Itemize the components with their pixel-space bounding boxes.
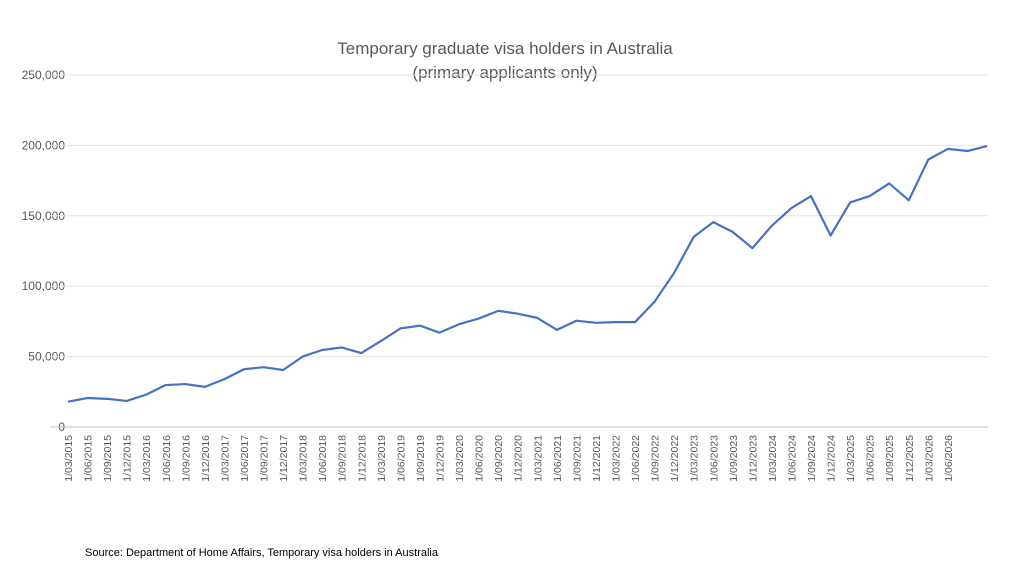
chart-title: (primary applicants only)	[412, 63, 597, 82]
y-tick-label: 150,000	[22, 209, 66, 223]
x-tick-label: 1/12/2019	[435, 435, 447, 482]
x-tick-label: 1/12/2023	[747, 435, 759, 482]
x-tick-label: 1/12/2025	[904, 435, 916, 482]
x-tick-label: 1/06/2024	[786, 435, 798, 482]
y-tick-label: 50,000	[28, 350, 65, 364]
chart-title: Temporary graduate visa holders in Austr…	[337, 39, 673, 58]
x-tick-label: 1/06/2020	[474, 435, 486, 482]
y-tick-label: 250,000	[22, 68, 66, 82]
x-tick-label: 1/03/2015	[63, 435, 75, 482]
x-tick-label: 1/03/2023	[689, 435, 701, 482]
x-tick-label: 1/12/2020	[513, 435, 525, 482]
x-tick-label: 1/03/2025	[845, 435, 857, 482]
x-tick-label: 1/03/2020	[454, 435, 466, 482]
x-tick-label: 1/03/2021	[532, 435, 544, 482]
x-tick-label: 1/03/2019	[376, 435, 388, 482]
x-tick-label: 1/06/2022	[630, 435, 642, 482]
data-line	[67, 145, 988, 403]
x-tick-label: 1/03/2024	[767, 435, 779, 482]
x-tick-label: 1/09/2023	[728, 435, 740, 482]
x-tick-label: 1/09/2024	[806, 435, 818, 482]
x-tick-label: 1/12/2015	[122, 435, 134, 482]
x-tick-label: 1/03/2026	[923, 435, 935, 482]
x-tick-label: 1/09/2021	[571, 435, 583, 482]
x-tick-label: 1/12/2018	[356, 435, 368, 482]
source-note: Source: Department of Home Affairs, Temp…	[85, 547, 439, 559]
x-tick-label: 1/09/2018	[337, 435, 349, 482]
x-tick-label: 1/12/2017	[278, 435, 290, 482]
x-tick-label: 1/03/2022	[610, 435, 622, 482]
x-tick-label: 1/09/2016	[180, 435, 192, 482]
x-tick-label: 1/12/2022	[669, 435, 681, 482]
x-tick-label: 1/12/2024	[826, 435, 838, 482]
x-tick-label: 1/12/2021	[591, 435, 603, 482]
x-tick-label: 1/09/2020	[493, 435, 505, 482]
y-tick-label: 200,000	[22, 138, 66, 152]
x-tick-label: 1/06/2025	[865, 435, 877, 482]
x-tick-label: 1/06/2021	[552, 435, 564, 482]
x-tick-label: 1/06/2015	[83, 435, 95, 482]
x-tick-label: 1/09/2025	[884, 435, 896, 482]
x-tick-label: 1/06/2018	[317, 435, 329, 482]
x-tick-label: 1/06/2026	[943, 435, 955, 482]
x-tick-label: 1/03/2018	[298, 435, 310, 482]
x-tick-label: 1/03/2016	[141, 435, 153, 482]
y-tick-label: 100,000	[22, 279, 66, 293]
x-tick-label: 1/06/2023	[708, 435, 720, 482]
x-tick-label: 1/06/2019	[395, 435, 407, 482]
x-tick-label: 1/09/2022	[650, 435, 662, 482]
x-tick-label: 1/09/2019	[415, 435, 427, 482]
x-tick-label: 1/09/2015	[102, 435, 114, 482]
x-tick-label: 1/12/2016	[200, 435, 212, 482]
x-tick-label: 1/09/2017	[259, 435, 271, 482]
x-tick-label: 1/06/2017	[239, 435, 251, 482]
x-tick-label: 1/06/2016	[161, 435, 173, 482]
x-tick-label: 1/03/2017	[219, 435, 231, 482]
